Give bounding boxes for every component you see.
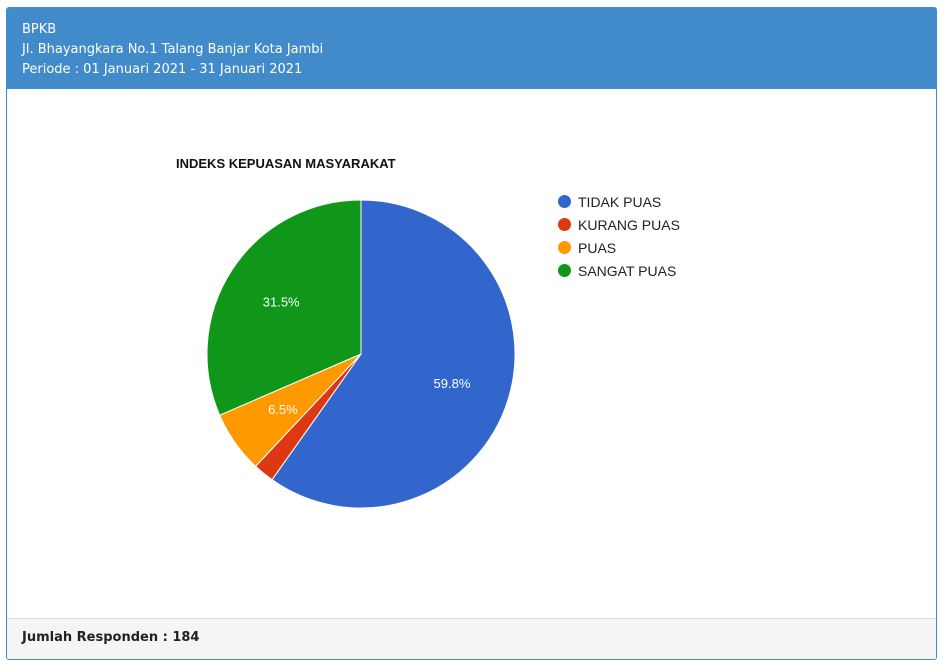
- legend-label: TIDAK PUAS: [578, 193, 662, 210]
- org-address: Jl. Bhayangkara No.1 Talang Banjar Kota …: [22, 42, 324, 57]
- legend-label: PUAS: [578, 239, 617, 256]
- legend-color-dot: [558, 241, 571, 254]
- legend-item-tidak-puas[interactable]: TIDAK PUAS: [558, 190, 680, 213]
- slice-label-tidak-puas: 59.8%: [434, 376, 471, 391]
- legend-item-kurang-puas[interactable]: KURANG PUAS: [558, 213, 680, 236]
- panel-header: BPKB Jl. Bhayangkara No.1 Talang Banjar …: [7, 8, 936, 89]
- respondent-count: Jumlah Responden : 184: [22, 630, 200, 645]
- legend-label: KURANG PUAS: [578, 216, 680, 233]
- slice-label-sangat-puas: 31.5%: [263, 295, 300, 310]
- legend-color-dot: [558, 195, 571, 208]
- chart-title: INDEKS KEPUASAN MASYARAKAT: [176, 156, 396, 171]
- chart-legend: TIDAK PUAS KURANG PUAS PUAS SANGAT PUAS: [558, 190, 680, 282]
- legend-color-dot: [558, 264, 571, 277]
- pie-slice-sangat-puas[interactable]: [206, 199, 362, 416]
- survey-panel: BPKB Jl. Bhayangkara No.1 Talang Banjar …: [6, 7, 937, 660]
- legend-item-puas[interactable]: PUAS: [558, 236, 680, 259]
- slice-label-puas: 6.5%: [268, 402, 298, 417]
- legend-item-sangat-puas[interactable]: SANGAT PUAS: [558, 259, 680, 282]
- legend-label: SANGAT PUAS: [578, 262, 677, 279]
- pie-slice-tidak-puas[interactable]: [271, 199, 516, 509]
- panel-footer: Jumlah Responden : 184: [7, 618, 936, 659]
- period-text: Periode : 01 Januari 2021 - 31 Januari 2…: [22, 62, 303, 77]
- legend-color-dot: [558, 218, 571, 231]
- org-name: BPKB: [22, 22, 57, 37]
